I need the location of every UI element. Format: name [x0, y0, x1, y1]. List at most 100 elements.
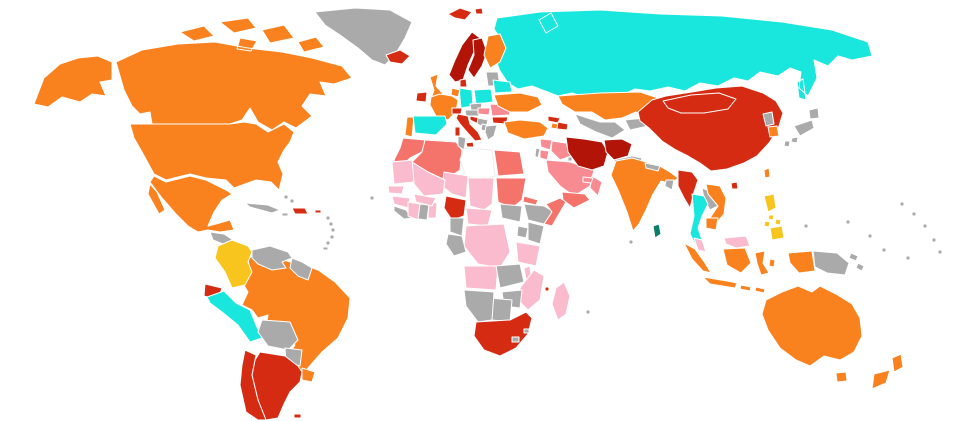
country-uganda [516, 225, 529, 239]
country-dr-congo [463, 223, 511, 269]
country-denmark [459, 78, 468, 88]
country-hispaniola [291, 207, 309, 215]
country-south-africa [473, 311, 533, 357]
country-north-korea [762, 111, 775, 127]
country-syria [539, 138, 553, 151]
country-senegal [387, 185, 405, 195]
country-kenya [527, 221, 545, 245]
country-mauritius [586, 310, 590, 314]
country-portugal [404, 116, 415, 138]
country-guianas [289, 257, 313, 281]
country-iraq [550, 140, 572, 161]
country-poland [473, 88, 494, 105]
country-mali [411, 161, 446, 197]
country-ivory-coast [407, 201, 421, 221]
country-namibia [463, 289, 495, 323]
country-uruguay [301, 367, 316, 383]
country-yemen [561, 191, 591, 209]
country-switzerland [451, 107, 463, 115]
country-egypt [493, 149, 525, 177]
country-sudan [495, 177, 527, 209]
country-ireland [415, 91, 428, 103]
country-mauritania [391, 159, 415, 185]
country-philippines [763, 193, 785, 241]
country-finland [483, 33, 507, 69]
country-lesotho [511, 336, 520, 343]
country-turkey [503, 119, 549, 140]
country-comoros [545, 287, 549, 291]
country-indonesia [683, 242, 816, 294]
country-bahamas [284, 195, 294, 203]
country-maldives [629, 240, 633, 244]
country-ukraine [493, 92, 543, 113]
country-chile [239, 349, 267, 421]
country-south-korea [767, 125, 780, 138]
country-india [610, 157, 679, 232]
country-niger [441, 171, 469, 199]
country-austria [464, 109, 481, 117]
country-venezuela [251, 245, 293, 271]
country-israel [534, 147, 541, 159]
country-mongolia [662, 92, 737, 114]
country-japan [783, 107, 820, 148]
country-trinidad [322, 246, 329, 251]
country-myanmar [677, 169, 699, 209]
country-thailand [689, 193, 709, 247]
country-madagascar [551, 281, 571, 321]
country-hungary [477, 107, 491, 116]
country-oman [589, 175, 603, 197]
country-svalbard [447, 7, 484, 21]
country-china [637, 85, 784, 190]
country-belarus [492, 79, 513, 94]
country-greece [484, 124, 498, 141]
country-nepal [644, 162, 661, 172]
country-zambia [495, 263, 525, 289]
country-palau [804, 224, 808, 228]
country-russia [493, 9, 873, 101]
country-usa [33, 55, 295, 191]
country-colombia [214, 239, 253, 289]
country-mozambique [519, 269, 545, 311]
country-pacific-islands [846, 202, 942, 260]
country-uae [582, 176, 594, 184]
country-iran [565, 136, 609, 171]
country-azerbaijan [556, 121, 569, 131]
country-falkland-islands [293, 413, 302, 419]
country-spain [412, 115, 448, 136]
country-puerto-rico [314, 209, 322, 214]
country-australia [761, 285, 863, 383]
country-lesser-antilles [326, 216, 335, 245]
country-somalia [543, 197, 567, 227]
country-italy [454, 113, 483, 148]
country-kuwait [567, 156, 573, 162]
country-bangladesh [664, 179, 675, 191]
country-central-african-republic [465, 207, 493, 227]
country-sri-lanka [652, 223, 662, 239]
country-uzbekistan-turkmenistan [574, 113, 626, 139]
country-benelux [450, 87, 461, 98]
country-south-sudan [499, 203, 523, 223]
country-mexico [147, 175, 235, 233]
country-new-zealand [871, 353, 904, 390]
country-afghanistan [603, 138, 633, 161]
country-papua-new-guinea [812, 250, 865, 276]
country-cape-verde [370, 196, 374, 200]
country-congo-gabon [445, 233, 467, 257]
country-cambodia [705, 217, 719, 231]
country-nigeria [443, 195, 467, 221]
country-iceland [385, 49, 411, 65]
country-taiwan [763, 167, 771, 179]
country-canada [115, 17, 353, 131]
country-tanzania [515, 241, 541, 267]
country-cuba [244, 202, 281, 214]
country-kazakhstan [557, 91, 663, 121]
country-jamaica [281, 212, 289, 217]
country-burkina-faso [413, 193, 437, 207]
country-swaziland [523, 328, 530, 334]
country-sweden [467, 37, 488, 79]
country-ghana [417, 203, 430, 221]
country-chad [467, 177, 495, 211]
country-angola [463, 265, 499, 291]
